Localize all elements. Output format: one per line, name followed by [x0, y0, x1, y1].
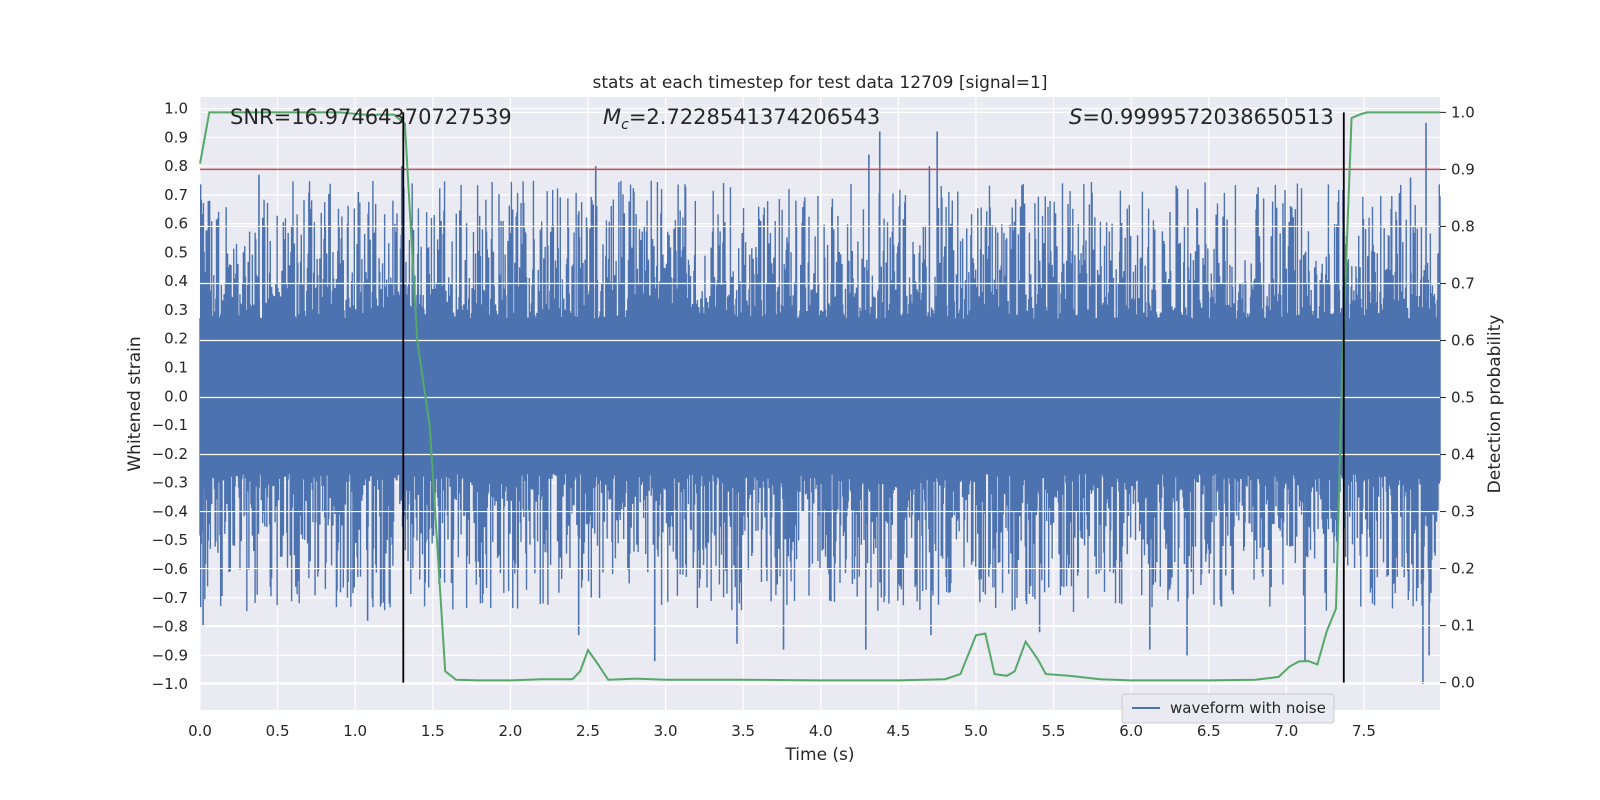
y-tick-label: −0.3: [152, 474, 188, 492]
x-tick-label: 6.5: [1197, 722, 1221, 740]
y-tick-label: −0.7: [152, 589, 188, 607]
waveform-series: [199, 111, 1441, 685]
x-tick-label: 1.0: [343, 722, 367, 740]
x-tick-label: 3.0: [654, 722, 678, 740]
y-tick-label: 0.3: [164, 301, 188, 319]
probability-series: [199, 111, 1440, 682]
x-tick-label: 0.0: [188, 722, 212, 740]
chirp-mass-value: =2.7228541374206543: [629, 105, 880, 129]
chirp-mass-annotation: Mc=2.7228541374206543: [603, 105, 880, 133]
significance-value: =0.9999572038650513: [1082, 105, 1333, 129]
y-tick-label: −0.4: [152, 502, 188, 520]
y-tick-label: −0.9: [152, 646, 188, 664]
chirp-mass-subscript: c: [621, 117, 629, 133]
y2-tick-label: 0.1: [1451, 617, 1475, 635]
legend: waveform with noise: [1121, 693, 1335, 724]
y-tick-label: 0.2: [164, 330, 188, 348]
significance-annotation: S=0.9999572038650513: [1069, 105, 1334, 129]
legend-label-waveform: waveform with noise: [1170, 699, 1326, 717]
y-tick-label: 1.0: [164, 100, 188, 118]
y2-tick-label: 0.9: [1451, 160, 1475, 178]
y2-tick-label: 0.8: [1451, 217, 1475, 235]
waveform-core-band: [200, 318, 1440, 475]
x-tick-label: 4.5: [886, 722, 910, 740]
legend-box: [1121, 693, 1335, 724]
event-markers: [402, 112, 1345, 683]
x-tick-label: 1.5: [421, 722, 445, 740]
annotations: SNR=16.97464370727539 Mc=2.7228541374206…: [230, 105, 1334, 133]
x-tick-label: 7.5: [1352, 722, 1376, 740]
y2-tick-label: 0.2: [1451, 560, 1475, 578]
y-tick-label: 0.8: [164, 157, 188, 175]
y-tick-label: −0.2: [152, 445, 188, 463]
x-tick-label: 6.0: [1119, 722, 1143, 740]
y2-tick-label: 0.3: [1451, 503, 1475, 521]
x-tick-label: 7.0: [1274, 722, 1298, 740]
y-tick-label: 0.7: [164, 186, 188, 204]
y-tick-label: −1.0: [152, 675, 188, 693]
y-tick-label: 0.9: [164, 128, 188, 146]
y-tick-label: 0.6: [164, 215, 188, 233]
y2-tick-label: 0.5: [1451, 389, 1475, 407]
chart-title: stats at each timestep for test data 127…: [593, 73, 1048, 93]
y-tick-label: −0.1: [152, 416, 188, 434]
x-tick-label: 2.0: [498, 722, 522, 740]
y-tick-label: 0.0: [164, 387, 188, 405]
probability-line: [199, 111, 1440, 682]
x-tick-label: 5.0: [964, 722, 988, 740]
y2-axis-label: Detection probability: [1485, 315, 1505, 494]
x-tick-label: 4.0: [809, 722, 833, 740]
x-tick-label: 3.5: [731, 722, 755, 740]
snr-annotation: SNR=16.97464370727539: [230, 105, 512, 129]
y2-tick-label: 0.7: [1451, 274, 1475, 292]
x-axis-label: Time (s): [784, 745, 854, 765]
y-tick-label: −0.6: [152, 560, 188, 578]
x-tick-label: 5.5: [1042, 722, 1066, 740]
y2-tick-label: 0.4: [1451, 446, 1475, 464]
x-tick-label: 0.5: [266, 722, 290, 740]
chirp-mass-symbol: M: [603, 105, 621, 129]
y-tick-label: 0.5: [164, 243, 188, 261]
y2-tick-label: 0.0: [1451, 674, 1475, 692]
x-tick-label: 2.5: [576, 722, 600, 740]
y-tick-label: −0.5: [152, 531, 188, 549]
y2-tick-label: 0.6: [1451, 331, 1475, 349]
significance-symbol: S: [1069, 105, 1082, 129]
y-tick-label: 0.1: [164, 359, 188, 377]
y-tick-label: 0.4: [164, 272, 188, 290]
y-tick-label: −0.8: [152, 618, 188, 636]
axis-ticks: 0.0 0.5 1.0 1.5 2.0 2.5 3.0 3.5 4.0 4.5 5.0 5.5 6.0 6…: [152, 100, 1475, 740]
y2-tick-label: 1.0: [1451, 103, 1475, 121]
y-axis-label: Whitened strain: [125, 336, 145, 471]
